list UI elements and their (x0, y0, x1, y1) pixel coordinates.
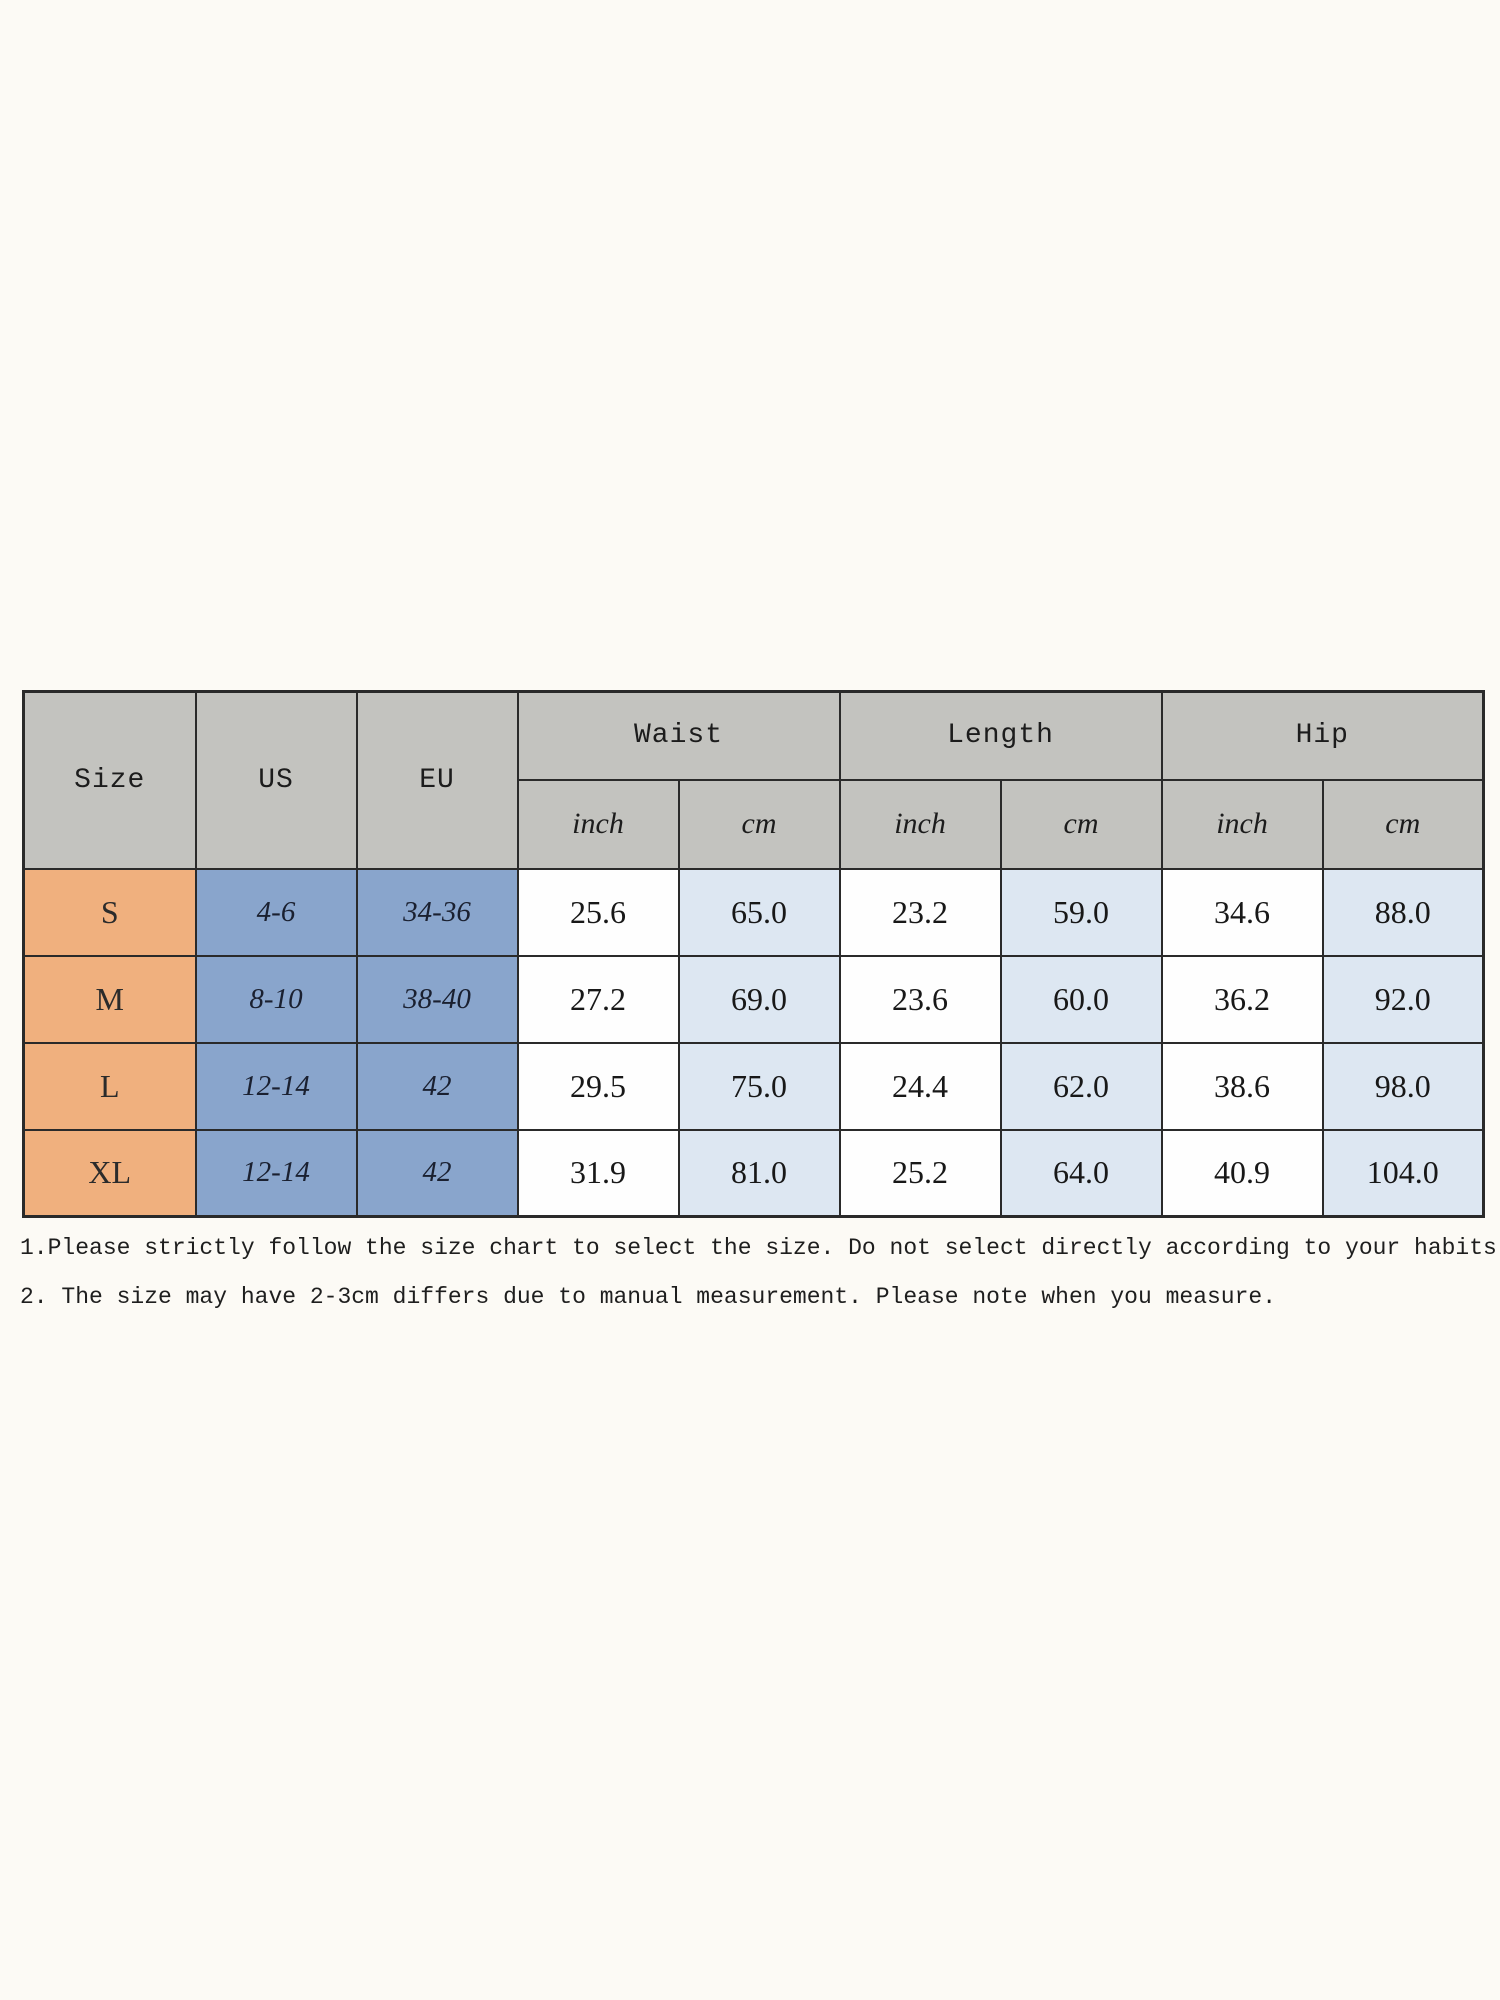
length-cm-cell: 60.0 (999, 954, 1163, 1044)
hip-inch-cell: 40.9 (1160, 1128, 1324, 1218)
length-cm-cell: 64.0 (999, 1128, 1163, 1218)
unit-cell-hip-cm: cm (1321, 778, 1485, 870)
us-cell: 12-14 (194, 1041, 358, 1131)
size-notes: 1.Please strictly follow the size chart … (20, 1224, 1500, 1322)
waist-cm-cell: 81.0 (677, 1128, 841, 1218)
hip-cm-cell: 98.0 (1321, 1041, 1485, 1131)
us-cell: 4-6 (194, 867, 358, 957)
length-cm-cell: 62.0 (999, 1041, 1163, 1131)
size-row-s: S 4-6 34-36 25.6 65.0 23.2 59.0 34.6 88.… (22, 867, 1485, 957)
eu-cell: 38-40 (355, 954, 519, 1044)
length-inch-cell: 24.4 (838, 1041, 1002, 1131)
unit-cell-length-cm: cm (999, 778, 1163, 870)
header-cell-eu: EU (355, 690, 519, 870)
header-row-units: inch cm inch cm inch cm (24, 778, 1485, 870)
header-cell-size: Size (22, 690, 197, 870)
eu-cell: 42 (355, 1041, 519, 1131)
unit-cell-waist-cm: cm (677, 778, 841, 870)
waist-cm-cell: 75.0 (677, 1041, 841, 1131)
waist-cm-cell: 69.0 (677, 954, 841, 1044)
waist-inch-cell: 31.9 (516, 1128, 680, 1218)
length-inch-cell: 23.2 (838, 867, 1002, 957)
size-cell: S (22, 867, 197, 957)
us-cell: 12-14 (194, 1128, 358, 1218)
header-cell-waist: Waist (516, 690, 841, 781)
waist-inch-cell: 27.2 (516, 954, 680, 1044)
waist-cm-cell: 65.0 (677, 867, 841, 957)
hip-cm-cell: 88.0 (1321, 867, 1485, 957)
length-inch-cell: 25.2 (838, 1128, 1002, 1218)
hip-cm-cell: 104.0 (1321, 1128, 1485, 1218)
size-cell: XL (22, 1128, 197, 1218)
hip-inch-cell: 36.2 (1160, 954, 1324, 1044)
header-cell-us: US (194, 690, 358, 870)
length-cm-cell: 59.0 (999, 867, 1163, 957)
size-row-m: M 8-10 38-40 27.2 69.0 23.6 60.0 36.2 92… (22, 954, 1485, 1044)
hip-cm-cell: 92.0 (1321, 954, 1485, 1044)
hip-inch-cell: 38.6 (1160, 1041, 1324, 1131)
size-row-l: L 12-14 42 29.5 75.0 24.4 62.0 38.6 98.0 (22, 1041, 1485, 1131)
size-cell: L (22, 1041, 197, 1131)
size-cell: M (22, 954, 197, 1044)
eu-cell: 34-36 (355, 867, 519, 957)
note-line-2: 2. The size may have 2-3cm differs due t… (20, 1284, 1277, 1310)
size-chart-table: Size US EU Waist Length Hip inch cm inch… (22, 690, 1486, 1218)
header-row-groups: Size US EU Waist Length Hip (22, 690, 1485, 870)
length-inch-cell: 23.6 (838, 954, 1002, 1044)
unit-cell-hip-inch: inch (1160, 778, 1324, 870)
unit-cell-length-inch: inch (838, 778, 1002, 870)
waist-inch-cell: 25.6 (516, 867, 680, 957)
us-cell: 8-10 (194, 954, 358, 1044)
header-cell-hip: Hip (1160, 690, 1485, 781)
note-line-1: 1.Please strictly follow the size chart … (20, 1235, 1500, 1261)
header-cell-length: Length (838, 690, 1163, 781)
unit-cell-waist-inch: inch (516, 778, 680, 870)
waist-inch-cell: 29.5 (516, 1041, 680, 1131)
hip-inch-cell: 34.6 (1160, 867, 1324, 957)
eu-cell: 42 (355, 1128, 519, 1218)
size-row-xl: XL 12-14 42 31.9 81.0 25.2 64.0 40.9 104… (22, 1128, 1485, 1218)
